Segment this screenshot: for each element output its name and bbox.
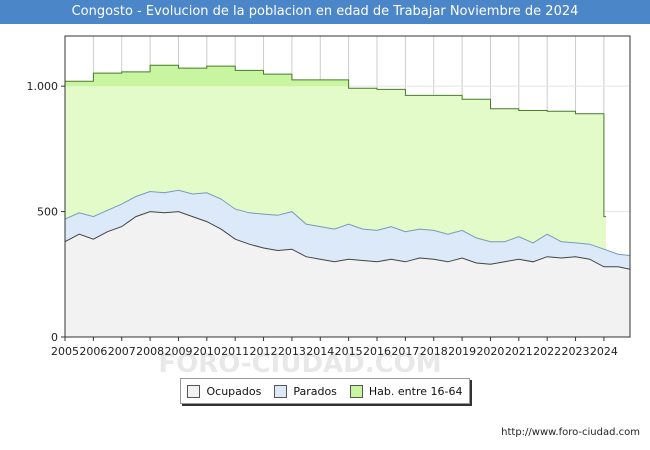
x-tick-label: 2016 (363, 345, 391, 358)
series-line-parados (64, 189, 631, 256)
chart-title: Congosto - Evolucion de la poblacion en … (0, 0, 650, 24)
x-tick-label: 2010 (193, 345, 221, 358)
watermark: FORO-CIUDAD.COM (158, 349, 441, 379)
legend-swatch-ocupados (187, 384, 201, 398)
x-tick-label: 2008 (136, 345, 164, 358)
x-tick-label: 2015 (335, 345, 363, 358)
x-tick-label: 2018 (420, 345, 448, 358)
legend-item-parados: Parados (274, 384, 337, 398)
x-tick-label: 2021 (505, 345, 533, 358)
y-tick-label: 500 (37, 206, 58, 219)
x-tick-label: 2007 (108, 345, 136, 358)
x-tick-label: 2023 (562, 345, 590, 358)
x-tick-label: 2011 (221, 345, 249, 358)
series-line-ocupados (64, 211, 631, 270)
x-tick-label: 2014 (306, 345, 334, 358)
x-tick-label: 2020 (476, 345, 504, 358)
x-tick-label: 2006 (79, 345, 107, 358)
series-area-ocupados (65, 211, 630, 337)
x-tick-label: 2022 (533, 345, 561, 358)
footer-url[interactable]: http://www.foro-ciudad.com (501, 427, 640, 438)
series-areas (64, 64, 631, 338)
series-line-hab (65, 64, 606, 218)
x-tick-label: 2012 (250, 345, 278, 358)
y-axis: 0 500 1.000 (27, 80, 65, 344)
plot-border (64, 35, 631, 338)
x-tick-label: 2017 (391, 345, 419, 358)
x-axis: 2005 2006 2007 2008 2009 2010 2011 2012 2013 2014… (51, 337, 618, 358)
legend-label-parados: Parados (293, 384, 337, 398)
legend-label-hab: Hab. entre 16-64 (368, 384, 463, 398)
x-tick-label: 2019 (448, 345, 476, 358)
x-tick-label: 2005 (51, 345, 79, 358)
legend-swatch-parados (274, 384, 288, 398)
legend-label-ocupados: Ocupados (206, 384, 262, 398)
x-tick-label: 2024 (590, 345, 618, 358)
y-tick-label: 1.000 (27, 80, 59, 93)
x-tick-label: 2013 (278, 345, 306, 358)
legend-item-ocupados: Ocupados (187, 384, 262, 398)
legend-item-hab: Hab. entre 16-64 (349, 384, 463, 398)
legend: Ocupados Parados Hab. entre 16-64 (180, 378, 470, 404)
legend-swatch-hab (349, 384, 363, 398)
y-tick-label: 0 (51, 331, 58, 344)
x-tick-label: 2009 (164, 345, 192, 358)
